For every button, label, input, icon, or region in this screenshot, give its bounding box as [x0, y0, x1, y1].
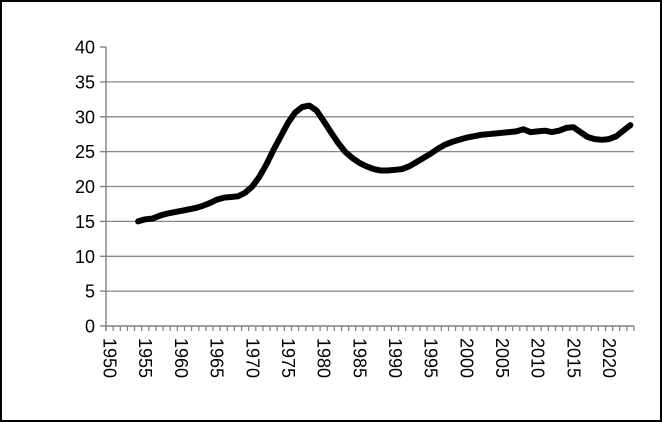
x-axis-tick-label-1975: 1975 [278, 338, 298, 378]
x-axis-tick-label-1965: 1965 [207, 338, 227, 378]
x-axis-tick-label-2015: 2015 [563, 338, 583, 378]
y-axis-tick-label-15: 15 [75, 212, 95, 232]
x-axis-tick-label-1980: 1980 [314, 338, 334, 378]
x-axis-tick-label-1995: 1995 [421, 338, 441, 378]
x-axis-tick-label-2010: 2010 [528, 338, 548, 378]
y-axis-tick-label-5: 5 [85, 282, 95, 302]
x-axis-tick-label-1990: 1990 [385, 338, 405, 378]
x-axis-tick-label-1950: 1950 [100, 338, 120, 378]
x-axis-tick-label-2000: 2000 [456, 338, 476, 378]
data-series-line [135, 102, 634, 225]
x-axis-tick-label-1955: 1955 [135, 338, 155, 378]
y-axis-tick-label-25: 25 [75, 142, 95, 162]
x-axis-tick-label-2020: 2020 [599, 338, 619, 378]
y-axis-tick-label-10: 10 [75, 247, 95, 267]
x-axis-tick-label-2005: 2005 [492, 338, 512, 378]
x-axis-tick-label-1960: 1960 [171, 338, 191, 378]
y-axis-tick-label-30: 30 [75, 107, 95, 127]
y-axis-tick-label-35: 35 [75, 72, 95, 92]
y-axis-tick-label-20: 20 [75, 177, 95, 197]
y-axis-tick-label-40: 40 [75, 38, 95, 58]
y-axis-tick-label-0: 0 [85, 317, 95, 337]
x-axis-tick-label-1970: 1970 [242, 338, 262, 378]
x-axis-tick-label-1985: 1985 [349, 338, 369, 378]
